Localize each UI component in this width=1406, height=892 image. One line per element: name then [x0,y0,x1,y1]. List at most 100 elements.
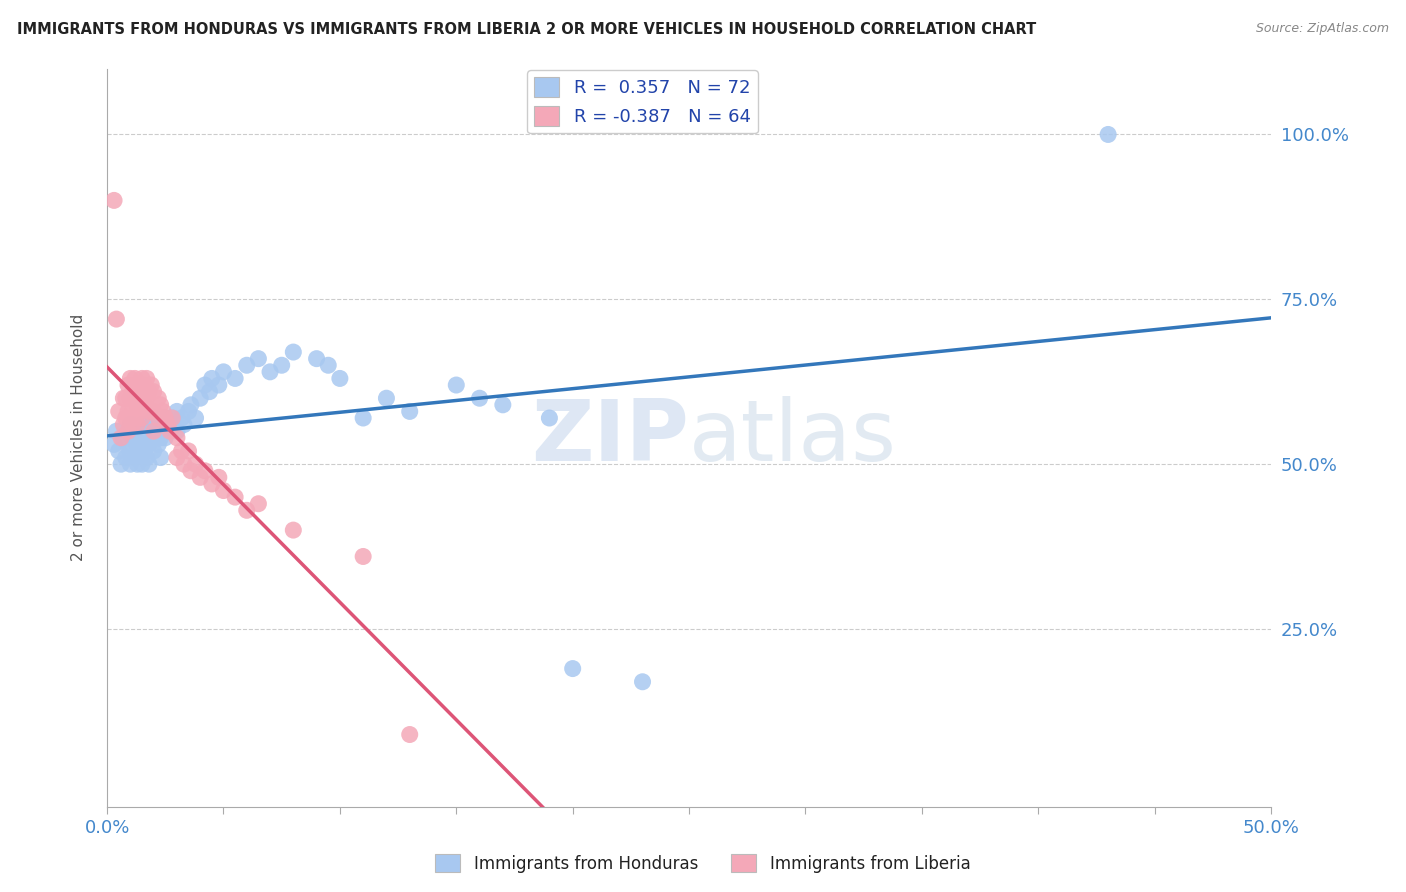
Point [152,404,174,418]
Point [1097,128,1119,142]
Point [114,391,136,405]
Point [107,444,129,458]
Point [120,411,142,425]
Point [162,411,184,425]
Point [117,437,139,451]
Point [142,384,165,399]
Point [127,457,149,471]
Point [149,398,172,412]
Legend: Immigrants from Honduras, Immigrants from Liberia: Immigrants from Honduras, Immigrants fro… [429,847,977,880]
Point [283,345,305,359]
Point [105,312,128,326]
Point [142,411,165,425]
Point [103,437,125,451]
Point [247,351,270,366]
Point [105,424,128,438]
Point [124,391,146,405]
Y-axis label: 2 or more Vehicles in Household: 2 or more Vehicles in Household [72,314,86,561]
Point [134,431,156,445]
Point [194,464,217,478]
Point [127,398,149,412]
Point [236,358,259,372]
Point [156,417,179,432]
Point [121,431,143,445]
Point [155,431,177,445]
Point [124,371,146,385]
Point [121,384,143,399]
Point [127,417,149,432]
Point [184,411,207,425]
Point [201,371,224,385]
Point [138,404,160,418]
Point [128,404,150,418]
Point [117,404,139,418]
Point [120,417,142,432]
Text: IMMIGRANTS FROM HONDURAS VS IMMIGRANTS FROM LIBERIA 2 OR MORE VEHICLES IN HOUSEH: IMMIGRANTS FROM HONDURAS VS IMMIGRANTS F… [17,22,1036,37]
Point [148,417,170,432]
Point [194,378,217,392]
Point [127,437,149,451]
Point [131,417,153,432]
Point [145,424,167,438]
Point [131,371,153,385]
Point [128,444,150,458]
Point [148,437,170,451]
Point [173,457,195,471]
Legend: R =  0.357   N = 72, R = -0.387   N = 64: R = 0.357 N = 72, R = -0.387 N = 64 [527,70,758,134]
Point [166,424,188,438]
Text: Source: ZipAtlas.com: Source: ZipAtlas.com [1256,22,1389,36]
Point [112,431,135,445]
Point [561,662,583,676]
Point [142,424,165,438]
Point [134,398,156,412]
Point [212,365,235,379]
Point [170,444,193,458]
Point [159,424,181,438]
Point [316,358,339,372]
Point [114,411,136,425]
Point [375,391,398,405]
Point [114,450,136,465]
Point [107,404,129,418]
Point [208,470,231,484]
Point [177,444,200,458]
Point [138,437,160,451]
Point [138,457,160,471]
Point [247,497,270,511]
Point [117,378,139,392]
Point [208,378,231,392]
Point [352,549,374,564]
Point [166,431,188,445]
Point [398,404,420,418]
Point [188,391,211,405]
Point [124,424,146,438]
Point [224,371,246,385]
Point [117,424,139,438]
Point [120,391,142,405]
Point [159,424,181,438]
Point [538,411,561,425]
Point [259,365,281,379]
Point [156,417,179,432]
Point [152,424,174,438]
Point [120,457,142,471]
Point [201,477,224,491]
Point [492,398,515,412]
Point [124,450,146,465]
Point [131,457,153,471]
Point [149,431,172,445]
Point [112,391,135,405]
Point [148,411,170,425]
Point [446,378,468,392]
Point [120,444,142,458]
Point [142,431,165,445]
Point [184,457,207,471]
Point [236,503,259,517]
Point [270,358,292,372]
Point [135,424,157,438]
Point [188,470,211,484]
Point [110,431,132,445]
Point [128,384,150,399]
Point [177,404,200,418]
Point [127,378,149,392]
